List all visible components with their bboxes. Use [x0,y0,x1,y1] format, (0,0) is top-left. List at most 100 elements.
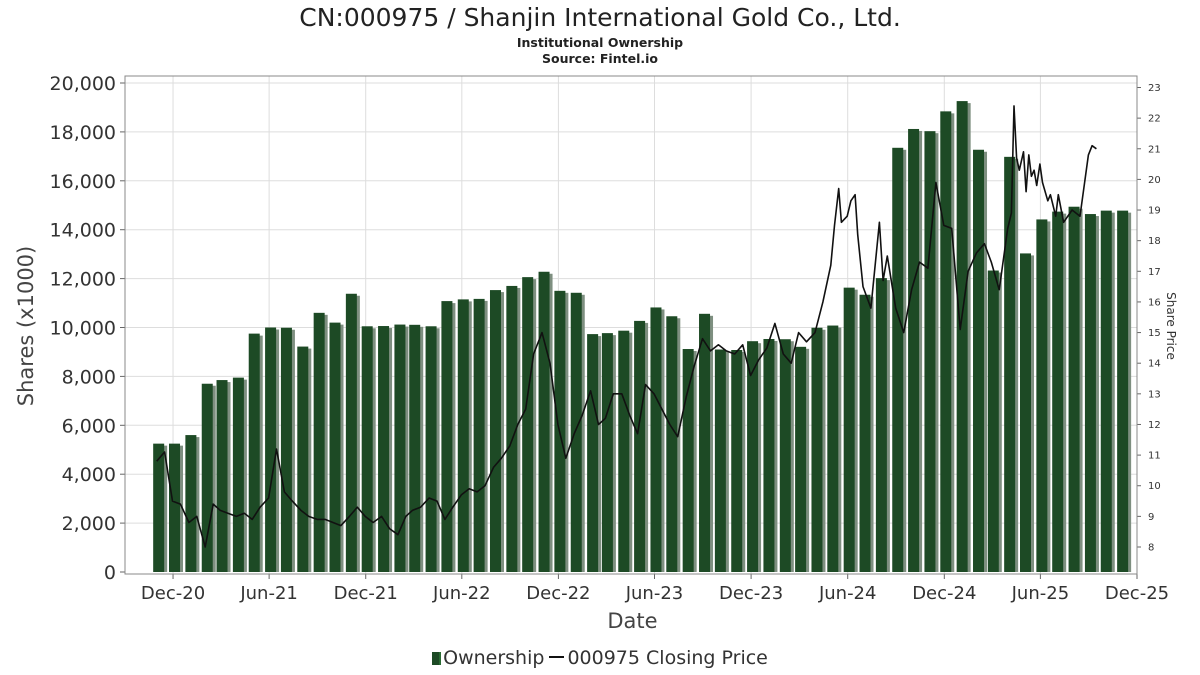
y2-tick-label: 23 [1148,83,1161,94]
y2-tick-label: 21 [1148,144,1161,155]
ownership-bar [940,111,952,572]
ownership-bar [973,149,985,572]
ownership-bar [473,298,485,572]
ownership-bar [987,270,999,572]
y-tick-label: 2,000 [62,513,116,535]
ownership-bar [1068,206,1080,573]
ownership-bar [1052,211,1064,572]
y2-tick-label: 11 [1148,451,1161,462]
x-axis-label: Date [607,609,658,633]
y-tick-label: 16,000 [50,171,116,193]
ownership-bar [1019,253,1031,572]
ownership-bar [666,316,678,572]
legend: Ownership 000975 Closing Price [0,647,1200,669]
chart-title: CN:000975 / Shanjin International Gold C… [299,3,901,32]
ownership-bar [329,322,341,572]
y2-tick-label: 14 [1148,359,1161,370]
ownership-bar [538,271,550,572]
ownership-bar [763,338,775,572]
ownership-bar [731,349,743,572]
x-tick-label: Dec-21 [334,583,398,604]
ownership-bar [378,326,390,572]
ownership-bar [248,333,260,572]
ownership-bar [265,327,277,572]
y-axis-label: Shares (x1000) [14,245,38,407]
x-tick-label: Dec-22 [526,583,590,604]
y2-tick-label: 9 [1148,512,1154,523]
ownership-bar [153,443,165,572]
ownership-bar [216,380,228,572]
y-tick-label: 6,000 [62,415,116,437]
ownership-bar [747,341,759,572]
x-tick-label: Dec-20 [141,583,205,604]
y2-tick-label: 13 [1148,389,1161,400]
price-line-group [156,105,1097,548]
ownership-bar [795,346,807,572]
y2-tick-label: 22 [1148,114,1161,125]
ownership-bar [313,312,325,572]
ownership-bar [297,346,309,572]
price-legend-swatch [549,656,565,658]
ownership-bar [601,333,613,572]
ownership-bar [201,383,213,572]
ownership-bar [908,128,920,572]
ownership-bar [394,324,406,572]
y2-tick-label: 10 [1148,481,1161,492]
y-tick-label: 0 [104,562,116,584]
ownership-bar [1004,156,1016,573]
ownership-bar [699,313,711,572]
ownership-bar [457,299,469,572]
chart-subtitle: Institutional Ownership [516,35,684,50]
ownership-bar [650,307,662,572]
ownership-bar [185,435,197,572]
y-tick-label: 18,000 [50,122,116,144]
y-tick-label: 10,000 [50,318,116,340]
ownership-bar [924,131,936,572]
y2-tick-label: 16 [1148,297,1161,308]
y-tick-label: 14,000 [50,220,116,242]
ownership-bar [892,147,904,573]
ownership-bar [843,287,855,572]
axes: 0 2,000 4,000 6,000 8,000 10,000 12,000 14,000 1… [50,73,1170,604]
x-tick-label: Jun-24 [818,583,877,604]
y-tick-label: 4,000 [62,464,116,486]
ownership-bar [618,330,630,572]
ownership-legend-swatch [432,652,442,665]
y2-tick-label: 19 [1148,206,1161,217]
ownership-bar [232,377,244,572]
price-line [156,105,1097,548]
ownership-bar [827,325,839,572]
x-tick-label: Dec-23 [719,583,783,604]
ownership-bar [345,293,357,572]
ownership-bar [280,327,292,572]
y2-tick-label: 15 [1148,328,1161,339]
ownership-bar [859,294,871,572]
x-tick-label: Jun-22 [432,583,491,604]
y2-tick-label: 17 [1148,267,1161,278]
plot-border [124,75,1138,575]
ownership-bar [1117,210,1129,572]
x-tick-label: Jun-25 [1011,583,1070,604]
ownership-bar [956,101,968,572]
chart-source: Source: Fintel.io [542,51,658,66]
ownership-bar [587,334,599,572]
x-tick-label: Jun-21 [239,583,298,604]
ownership-bar [779,339,791,572]
ownership-bar [409,324,421,572]
ownership-bar [1084,214,1096,572]
ownership-bar [1100,210,1112,572]
x-tick-label: Dec-25 [1105,583,1169,604]
y-tick-label: 8,000 [62,366,116,388]
y2-tick-label: 20 [1148,175,1161,186]
ownership-bar [1036,219,1048,572]
ownership-bar [714,349,726,572]
y-tick-label: 20,000 [50,73,116,95]
ownership-bar [489,290,501,572]
y-tick-label: 12,000 [50,269,116,291]
ownership-bar [506,285,518,572]
ownership-bar [634,320,646,572]
ownership-bar [425,326,437,572]
ownership-bar [811,327,823,572]
y2-tick-label: 12 [1148,420,1161,431]
